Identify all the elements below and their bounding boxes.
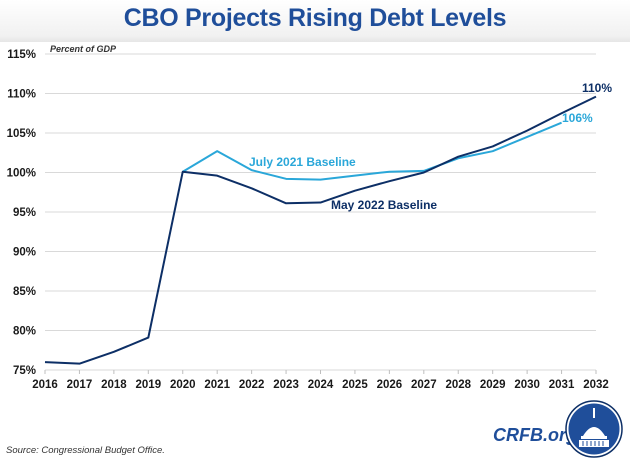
- x-tick-label: 2018: [101, 379, 127, 391]
- y-tick-label: 85%: [13, 286, 36, 298]
- y-tick-label: 100%: [7, 168, 36, 180]
- source-note: Source: Congressional Budget Office.: [6, 445, 165, 456]
- y-axis-unit-label: Percent of GDP: [50, 44, 117, 54]
- x-tick-label: 2024: [308, 379, 334, 391]
- series-label-may-2022: May 2022 Baseline: [331, 198, 437, 212]
- x-tick-label: 2022: [239, 379, 265, 391]
- y-tick-label: 110%: [7, 89, 36, 101]
- capitol-dome-logo-icon: [565, 400, 623, 458]
- x-tick-label: 2023: [273, 379, 299, 391]
- y-tick-label: 115%: [7, 49, 36, 61]
- x-tick-label: 2032: [583, 379, 609, 391]
- x-tick-label: 2026: [377, 379, 403, 391]
- x-tick-label: 2029: [480, 379, 506, 391]
- title-band: [0, 0, 630, 42]
- end-label-may-2022: 110%: [582, 81, 612, 95]
- series-line-july-2021: [182, 121, 562, 181]
- brand-link[interactable]: CRFB.org: [493, 425, 577, 445]
- series-line-may-2022: [44, 95, 597, 365]
- x-tick-label: 2021: [204, 379, 230, 391]
- y-tick-label: 90%: [13, 247, 36, 259]
- x-tick-label: 2019: [136, 379, 162, 391]
- y-tick-label: 75%: [13, 365, 36, 377]
- series-label-july-2021: July 2021 Baseline: [249, 155, 356, 169]
- y-tick-label: 105%: [7, 128, 36, 140]
- y-tick-label: 95%: [13, 207, 36, 219]
- x-tick-label: 2020: [170, 379, 196, 391]
- x-tick-label: 2028: [445, 379, 471, 391]
- x-tick-label: 2030: [514, 379, 540, 391]
- x-tick-label: 2016: [32, 379, 58, 391]
- end-label-july-2021: 106%: [562, 111, 593, 125]
- chart-title: CBO Projects Rising Debt Levels: [123, 4, 507, 32]
- x-tick-label: 2027: [411, 379, 437, 391]
- x-tick-label: 2031: [549, 379, 575, 391]
- x-tick-label: 2017: [67, 379, 93, 391]
- x-tick-label: 2025: [342, 379, 368, 391]
- y-tick-label: 80%: [13, 326, 36, 338]
